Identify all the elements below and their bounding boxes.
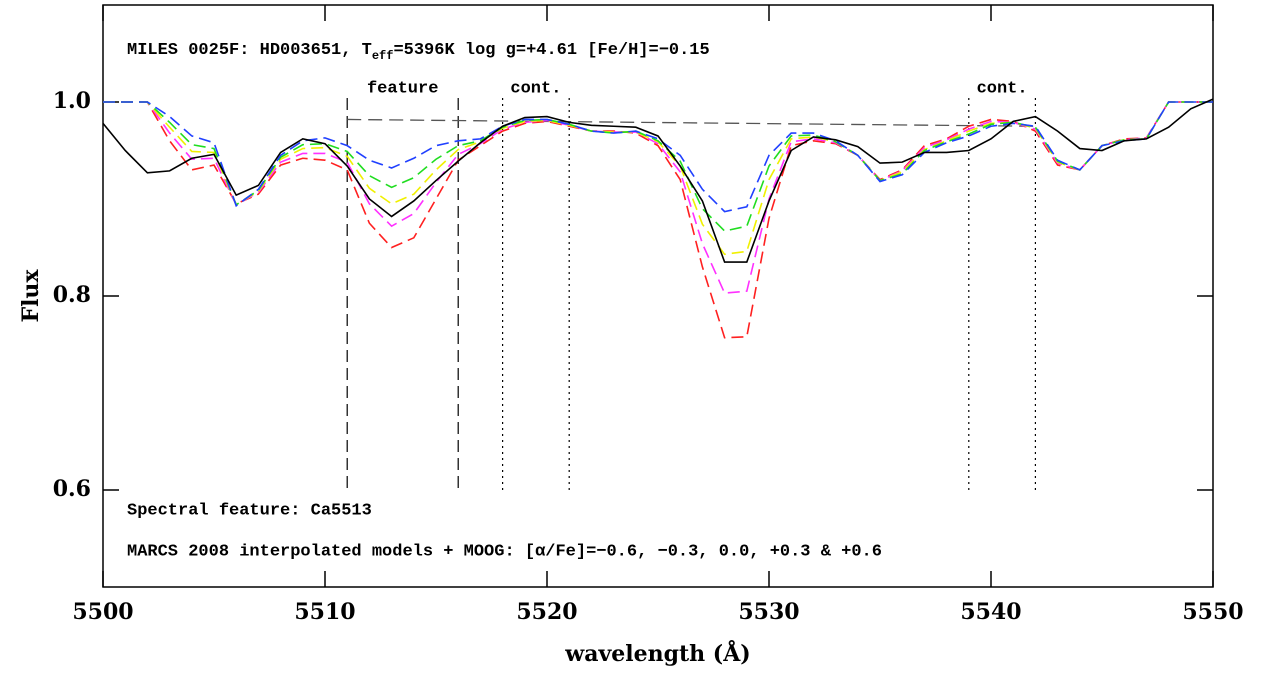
plot-frame xyxy=(102,4,1214,588)
annotation: Spectral feature: Ca5513 xyxy=(127,501,372,520)
continuum-line xyxy=(347,118,1036,127)
spectrum-line xyxy=(103,101,1213,213)
region-label: cont. xyxy=(977,79,1028,98)
title-part: =5396K log g=+4.61 [Fe/H]=−0.15 xyxy=(393,41,709,60)
x-tick-label: 5540 xyxy=(960,599,1021,625)
x-axis-label: wavelength (Å) xyxy=(564,640,750,667)
spectrum-line xyxy=(103,101,1213,339)
x-tick-label: 5510 xyxy=(294,599,355,625)
x-tick-label: 5550 xyxy=(1182,599,1243,625)
x-tick-label: 5500 xyxy=(72,599,133,625)
title-subscript: eff xyxy=(372,49,394,63)
spectrum-line xyxy=(102,98,1214,263)
y-tick-label: 0.6 xyxy=(53,476,91,502)
x-tick-label: 5530 xyxy=(738,599,799,625)
x-tick-label: 5520 xyxy=(516,599,577,625)
region-label: feature xyxy=(367,79,438,98)
chart-title: MILES 0025F: HD003651, Teff=5396K log g=… xyxy=(127,41,710,63)
spectrum-line xyxy=(103,101,1213,232)
y-axis-label: Flux xyxy=(18,269,44,323)
region-label: cont. xyxy=(510,79,561,98)
annotation: MARCS 2008 interpolated models + MOOG: [… xyxy=(127,542,882,561)
y-tick-label: 1.0 xyxy=(53,88,91,114)
spectrum-line xyxy=(103,101,1213,294)
y-tick-label: 0.8 xyxy=(53,282,91,308)
title-part: MILES 0025F: HD003651, T xyxy=(127,41,372,60)
